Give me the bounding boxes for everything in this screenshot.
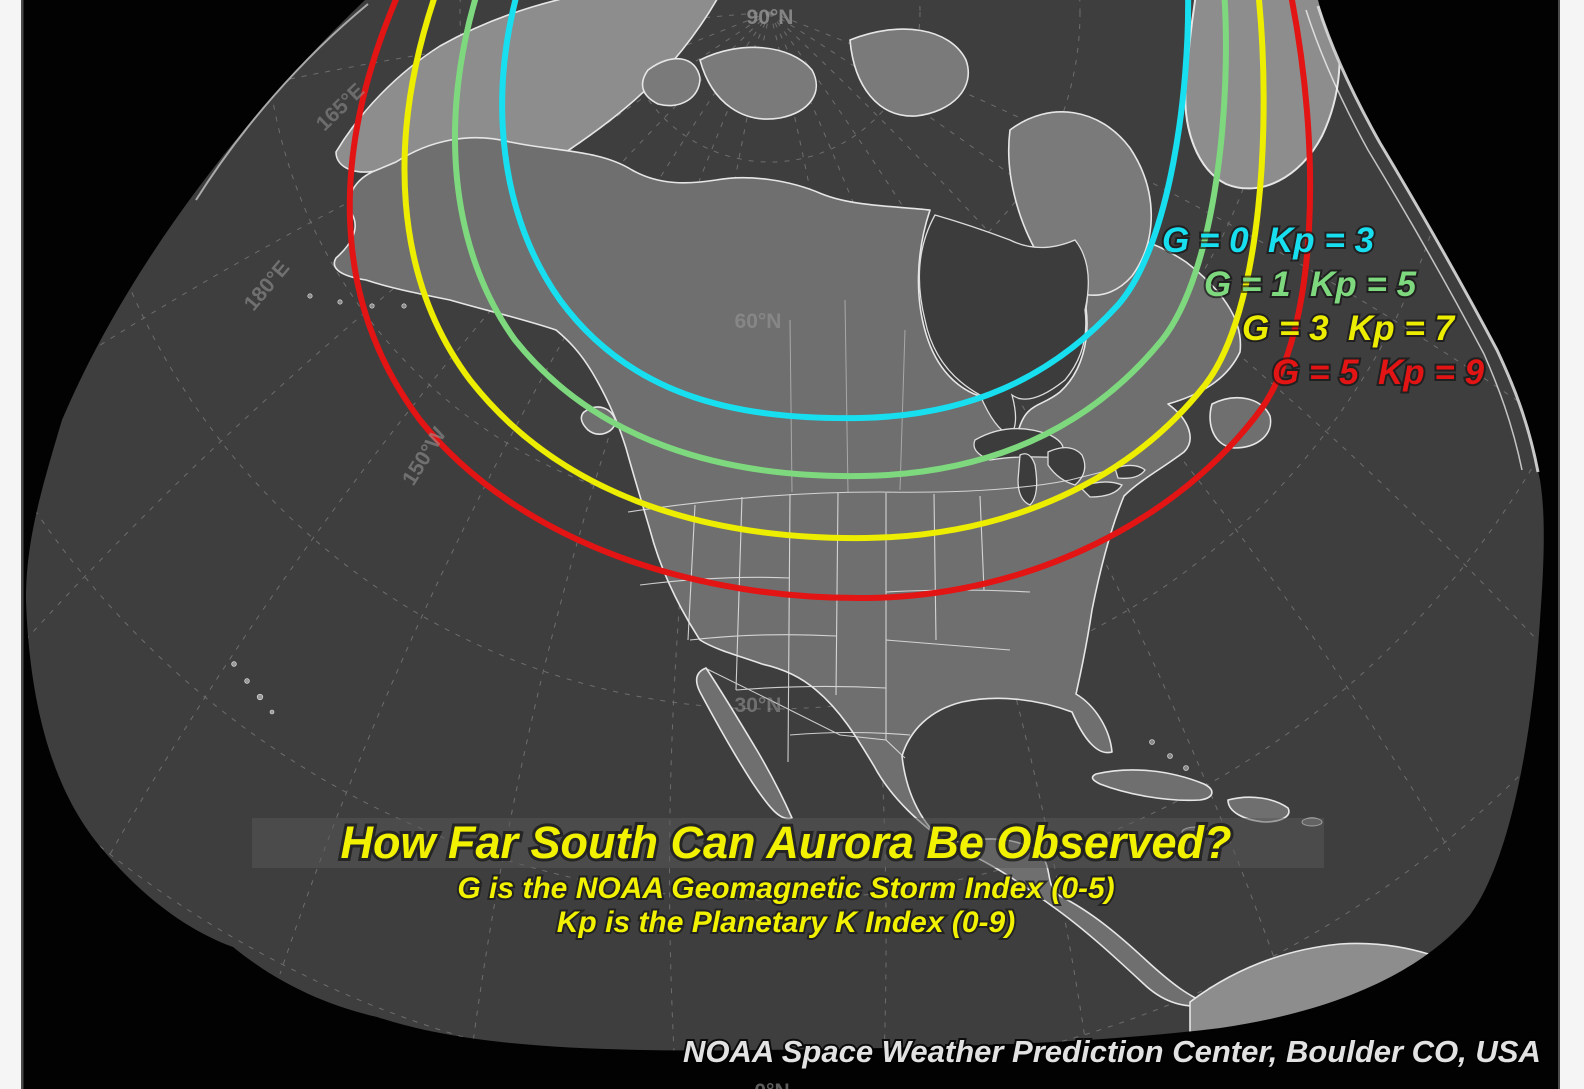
newfoundland-island [1209,396,1272,449]
globe-limb-highlight [195,3,1540,473]
title-band [252,818,1324,868]
vancouver-island [580,406,617,435]
map-title: How Far South Can Aurora Be Observed? [341,817,1232,868]
legend-row-g1: G = 1 Kp = 5 [1204,265,1417,304]
page-margin-left [0,0,21,1089]
legend-row-g3: G = 3 Kp = 7 [1242,309,1456,348]
page-margin-left-border [21,0,24,1089]
aleutian-islands [307,293,407,309]
arctic-island [641,57,701,107]
aurora-line-g5 [346,0,1314,602]
aurora-line-g0 [499,0,1192,422]
legend-row-g0: G = 0 Kp = 3 [1162,221,1375,260]
cuba-island [1091,769,1213,802]
lat-label-90n: 90°N [747,6,794,29]
lat-label-30n: 30°N [735,694,782,717]
aurora-boundaries [346,0,1314,602]
arctic-island [849,28,969,117]
legend-row-g5: G = 5 Kp = 9 [1272,353,1485,392]
map-subtitle-g: G is the NOAA Geomagnetic Storm Index (0… [457,872,1114,905]
hispaniola-island [1227,796,1290,823]
bahamas-islet [1183,765,1189,771]
province-borders [789,299,906,493]
arctic-island [699,46,818,120]
state-borders [627,469,1111,763]
lake-ontario [1114,464,1146,479]
lake-michigan [1017,453,1038,506]
aurora-line-g3 [401,0,1267,542]
lat-label-60n: 60°N [735,310,782,333]
lat-label-0n: 0°N [754,1080,789,1089]
inland-water [918,214,1146,506]
baja-peninsula [695,667,793,820]
hudson-bay [918,214,1089,436]
lake-erie [1078,481,1123,498]
bahamas-islet [1167,753,1173,759]
lake-huron [1047,447,1086,486]
hawaiian-islands [231,661,275,715]
map-subtitle-kp: Kp is the Planetary K Index (0-9) [557,906,1015,939]
attribution-text: NOAA Space Weather Prediction Center, Bo… [683,1034,1541,1069]
page-margin-right [1560,0,1584,1089]
aurora-line-g1 [452,0,1229,480]
bahamas-islet [1149,739,1155,745]
page-margin-right-border [1558,0,1560,1089]
aurora-legend: G = 0 Kp = 3 G = 1 Kp = 5 G = 3 Kp = 7 G… [1160,219,1487,394]
